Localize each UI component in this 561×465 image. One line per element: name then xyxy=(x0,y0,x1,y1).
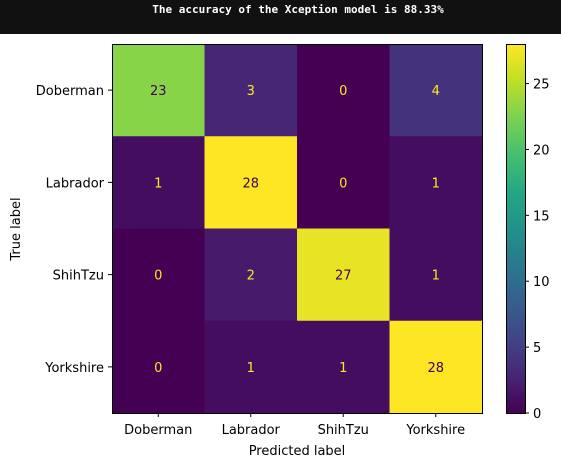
x-tick-label: ShihTzu xyxy=(318,423,369,438)
cell-value-label: 4 xyxy=(432,84,440,99)
cell-value-label: 1 xyxy=(247,361,255,376)
x-tick-label: Labrador xyxy=(222,423,281,438)
colorbar-tick-label: 15 xyxy=(533,209,550,224)
colorbar-tick-label: 20 xyxy=(533,143,550,158)
matrix-cell xyxy=(389,228,483,322)
y-tick-label: ShihTzu xyxy=(53,269,104,284)
matrix-cell xyxy=(297,136,390,229)
cell-value-label: 0 xyxy=(339,84,347,99)
matrix-cell xyxy=(389,136,483,229)
colorbar-tick-label: 25 xyxy=(533,78,550,93)
y-tick-label: Doberman xyxy=(36,84,104,99)
cell-value-label: 3 xyxy=(247,84,255,99)
colorbar-ticks: 0 5 10 15 20 25 xyxy=(525,78,550,422)
y-tick-label: Yorkshire xyxy=(44,361,104,376)
cell-value-label: 0 xyxy=(339,176,347,191)
x-tick-label: Yorkshire xyxy=(405,423,465,438)
matrix-cell xyxy=(112,136,205,229)
matrix-cell xyxy=(112,44,205,137)
y-axis-ticks: Doberman Labrador ShihTzu Yorkshire xyxy=(36,84,112,376)
matrix-cell xyxy=(112,228,205,322)
matrix-cell xyxy=(204,136,298,229)
cell-value-label: 27 xyxy=(335,269,352,284)
plot-frame xyxy=(112,44,483,414)
cell-value-label: 1 xyxy=(339,361,347,376)
matrix-cell xyxy=(204,44,298,137)
cell-value-label: 0 xyxy=(154,361,162,376)
accuracy-message: The accuracy of the Xception model is 88… xyxy=(152,3,444,16)
cell-value-label: 2 xyxy=(247,269,255,284)
cell-value-label: 1 xyxy=(154,176,162,191)
output-header-bar: The accuracy of the Xception model is 88… xyxy=(0,0,561,34)
y-axis-label: True label xyxy=(9,197,24,261)
cell-value-label: 23 xyxy=(150,84,167,99)
x-axis-label: Predicted label xyxy=(249,444,346,459)
matrix-cell xyxy=(204,228,298,322)
cell-value-label: 0 xyxy=(154,269,162,284)
matrix-cell xyxy=(297,44,390,137)
matrix-cells xyxy=(112,44,483,414)
cell-value-label: 1 xyxy=(432,176,440,191)
cell-value-label: 28 xyxy=(242,176,259,191)
colorbar xyxy=(506,44,526,414)
matrix-cell xyxy=(297,320,390,414)
y-tick-label: Labrador xyxy=(46,176,105,191)
x-tick-label: Doberman xyxy=(124,423,192,438)
matrix-cell xyxy=(297,228,390,322)
matrix-cell xyxy=(389,320,483,414)
matrix-cell-labels: 23 3 0 4 1 28 0 1 0 2 27 1 0 1 1 28 xyxy=(150,84,444,376)
colorbar-tick-label: 0 xyxy=(533,407,541,422)
matrix-cell xyxy=(204,320,298,414)
cell-value-label: 28 xyxy=(427,361,444,376)
matrix-cell xyxy=(389,44,483,137)
colorbar-tick-label: 5 xyxy=(533,341,541,356)
matrix-cell xyxy=(112,320,205,414)
x-axis-ticks: Doberman Labrador ShihTzu Yorkshire xyxy=(124,413,465,438)
cell-value-label: 1 xyxy=(432,269,440,284)
colorbar-tick-label: 10 xyxy=(533,275,550,290)
